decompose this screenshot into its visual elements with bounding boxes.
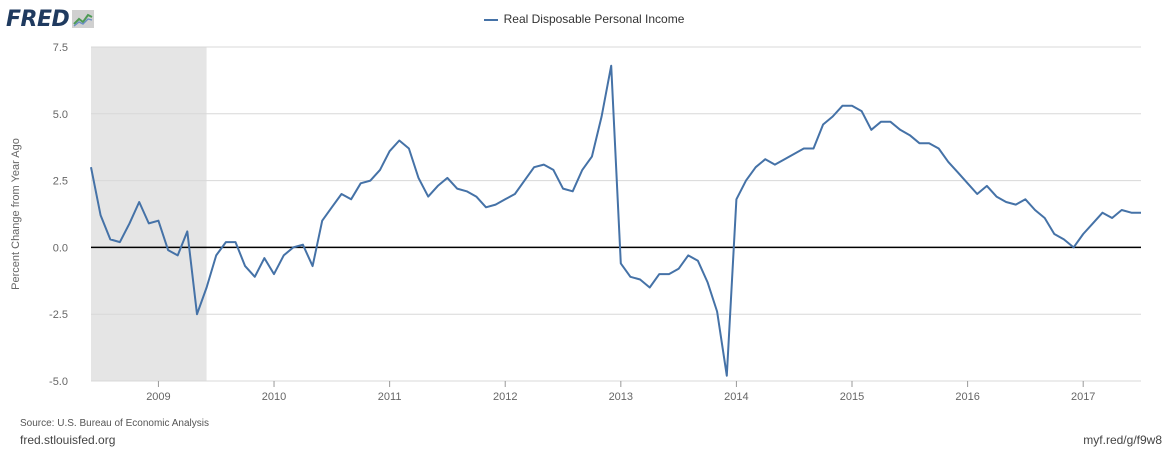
fred-logo[interactable]: FRED (6, 6, 95, 32)
y-tick-label: 7.5 (53, 42, 68, 54)
y-tick-label: -5.0 (49, 376, 68, 388)
x-tick-label: 2017 (1071, 391, 1095, 403)
short-link[interactable]: myf.red/g/f9w8 (1083, 433, 1162, 447)
x-tick-label: 2015 (840, 391, 864, 403)
y-tick-label: 5.0 (53, 109, 68, 121)
series-line (90, 64, 1141, 377)
fred-logo-text: FRED (6, 6, 70, 32)
chart-legend: Real Disposable Personal Income (0, 12, 1168, 26)
legend-swatch (483, 18, 498, 21)
x-tick-label: 2014 (724, 391, 748, 403)
x-tick-label: 2009 (146, 391, 170, 403)
x-tick-label: 2010 (262, 391, 286, 403)
x-tick-label: 2012 (493, 391, 517, 403)
source-note: Source: U.S. Bureau of Economic Analysis (20, 418, 209, 429)
x-tick-label: 2013 (609, 391, 633, 403)
legend-label: Real Disposable Personal Income (503, 12, 685, 26)
fred-logo-graph-icon (72, 10, 95, 28)
recession-shading (91, 47, 207, 381)
x-tick-label: 2011 (378, 391, 402, 403)
y-tick-label: 2.5 (53, 176, 68, 188)
y-tick-label: 0.0 (53, 242, 68, 254)
site-link[interactable]: fred.stlouisfed.org (20, 433, 116, 447)
y-tick-label: -2.5 (49, 309, 68, 321)
x-tick-label: 2016 (955, 391, 979, 403)
